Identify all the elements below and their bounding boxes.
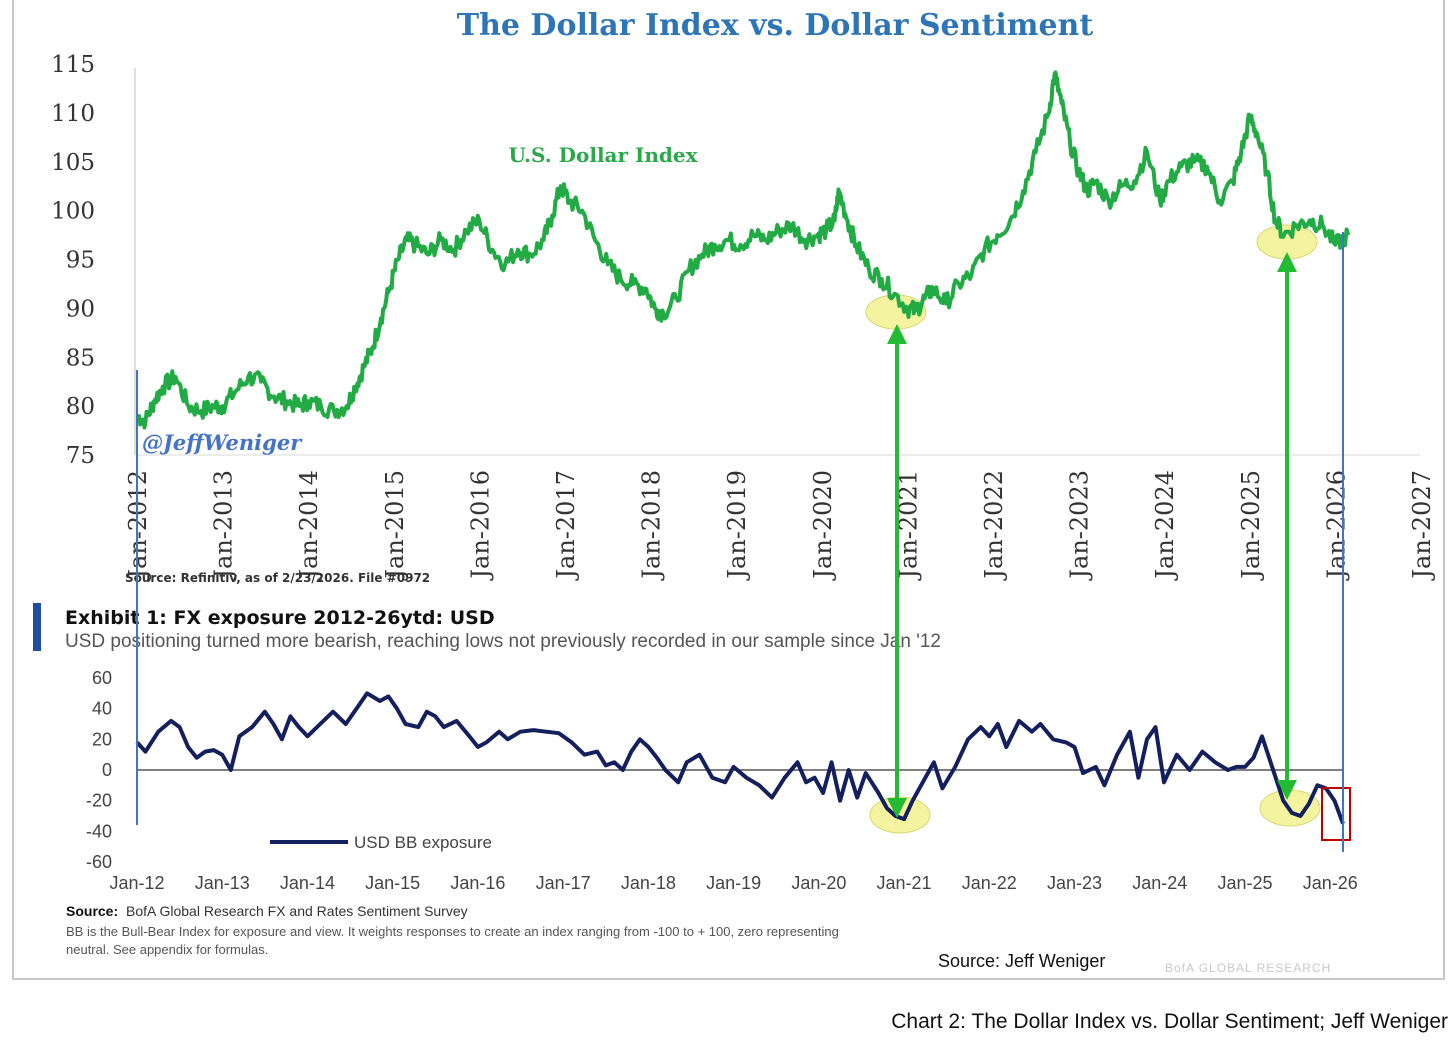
bottom-y-tick-label: -60 bbox=[86, 852, 112, 872]
bottom-x-tick-label: Jan-16 bbox=[450, 873, 505, 893]
top-x-tick-label: Jan-2019 bbox=[723, 470, 751, 582]
top-x-tick-label: Jan-2026 bbox=[1322, 470, 1350, 582]
dxy-series-label: U.S. Dollar Index bbox=[508, 143, 698, 167]
top-x-tick-label: Jan-2020 bbox=[809, 470, 837, 582]
exhibit-title: Exhibit 1: FX exposure 2012-26ytd: USD bbox=[65, 607, 495, 629]
figure-caption: Chart 2: The Dollar Index vs. Dollar Sen… bbox=[891, 1010, 1448, 1033]
bottom-x-tick-label: Jan-15 bbox=[365, 873, 420, 893]
top-x-tick-label: Jan-2016 bbox=[466, 470, 494, 582]
bb-2021-low-highlight bbox=[869, 796, 931, 834]
bottom-x-axis-ticks: Jan-12 Jan-13 Jan-14 Jan-15 Jan-16 Jan-17 Jan-… bbox=[109, 873, 1357, 893]
chart-canvas: The Dollar Index vs. Dollar Sentiment 11… bbox=[33, 8, 1436, 975]
top-x-tick-label: Jan-2017 bbox=[552, 470, 580, 582]
bottom-x-tick-label: Jan-26 bbox=[1303, 873, 1358, 893]
bottom-y-tick-label: 20 bbox=[92, 729, 112, 749]
bottom-x-tick-label: Jan-14 bbox=[280, 873, 335, 893]
top-x-tick-label: Jan-2027 bbox=[1408, 470, 1436, 582]
top-y-axis-ticks: 115 110 105 100 95 90 85 80 75 bbox=[51, 52, 95, 469]
bottom-y-tick-label: 40 bbox=[92, 699, 112, 719]
exhibit-accent-bar bbox=[33, 603, 41, 651]
bottom-x-tick-label: Jan-25 bbox=[1217, 873, 1272, 893]
bottom-x-tick-label: Jan-19 bbox=[706, 873, 761, 893]
bottom-x-tick-label: Jan-22 bbox=[962, 873, 1017, 893]
top-y-tick-label: 80 bbox=[66, 394, 95, 420]
top-y-tick-label: 75 bbox=[66, 443, 95, 469]
top-y-tick-label: 105 bbox=[51, 150, 95, 176]
chart-frame bbox=[12, 0, 1445, 980]
top-x-tick-label: Jan-2013 bbox=[210, 470, 238, 582]
top-y-tick-label: 95 bbox=[66, 248, 95, 274]
top-x-tick-label: Jan-2025 bbox=[1237, 470, 1265, 582]
source-text: BofA Global Research FX and Rates Sentim… bbox=[126, 903, 468, 919]
bottom-x-tick-label: Jan-17 bbox=[536, 873, 591, 893]
index-note: BB is the Bull-Bear Index for exposure a… bbox=[66, 924, 842, 957]
bottom-x-tick-label: Jan-24 bbox=[1132, 873, 1187, 893]
top-x-tick-label: Jan-2014 bbox=[295, 470, 323, 582]
bottom-x-tick-label: Jan-20 bbox=[791, 873, 846, 893]
bottom-x-tick-label: Jan-12 bbox=[109, 873, 164, 893]
svg-text:Source: BofA Global Resear: Source: BofA Global Research FX and Rate… bbox=[66, 903, 468, 919]
top-y-tick-label: 85 bbox=[66, 345, 95, 371]
top-x-tick-label: Jan-2023 bbox=[1066, 470, 1094, 582]
exhibit-subtitle: USD positioning turned more bearish, rea… bbox=[65, 631, 941, 652]
bottom-y-tick-label: 0 bbox=[102, 760, 112, 780]
bottom-y-tick-label: 60 bbox=[92, 668, 112, 688]
top-y-tick-label: 110 bbox=[51, 101, 95, 127]
source-label: Source: bbox=[66, 903, 118, 919]
top-x-tick-label: Jan-2018 bbox=[638, 470, 666, 582]
top-source-note: Source: Refinitiv, as of 2/23/2026. File… bbox=[125, 571, 430, 585]
legend-label: USD BB exposure bbox=[354, 833, 492, 852]
bottom-x-tick-label: Jan-13 bbox=[195, 873, 250, 893]
watermark-handle: @JeffWeniger bbox=[142, 430, 303, 455]
bottom-x-tick-label: Jan-18 bbox=[621, 873, 676, 893]
dxy-series-line bbox=[135, 70, 1351, 430]
bottom-y-tick-label: -20 bbox=[86, 791, 112, 811]
bottom-x-tick-label: Jan-23 bbox=[1047, 873, 1102, 893]
top-x-axis-ticks: Jan-2012Jan-2013Jan-2014Jan-2015Jan-2016… bbox=[124, 470, 1436, 582]
top-y-tick-label: 100 bbox=[51, 199, 95, 225]
credit-jeff: Source: Jeff Weniger bbox=[938, 951, 1105, 971]
top-y-tick-label: 115 bbox=[51, 52, 95, 78]
top-y-tick-label: 90 bbox=[66, 296, 95, 322]
top-x-tick-label: Jan-2022 bbox=[980, 470, 1008, 582]
bb-series-line bbox=[135, 691, 1345, 825]
bottom-y-tick-label: -40 bbox=[86, 821, 112, 841]
top-x-tick-label: Jan-2024 bbox=[1151, 470, 1179, 582]
chart-title: The Dollar Index vs. Dollar Sentiment bbox=[457, 8, 1094, 43]
bottom-y-axis-ticks: 60 40 20 0 -20 -40 -60 bbox=[86, 668, 112, 872]
top-x-tick-label: Jan-2015 bbox=[381, 470, 409, 582]
latest-reading-box bbox=[1321, 787, 1351, 841]
bofa-brand: BofA GLOBAL RESEARCH bbox=[1165, 961, 1331, 975]
bottom-x-tick-label: Jan-21 bbox=[877, 873, 932, 893]
